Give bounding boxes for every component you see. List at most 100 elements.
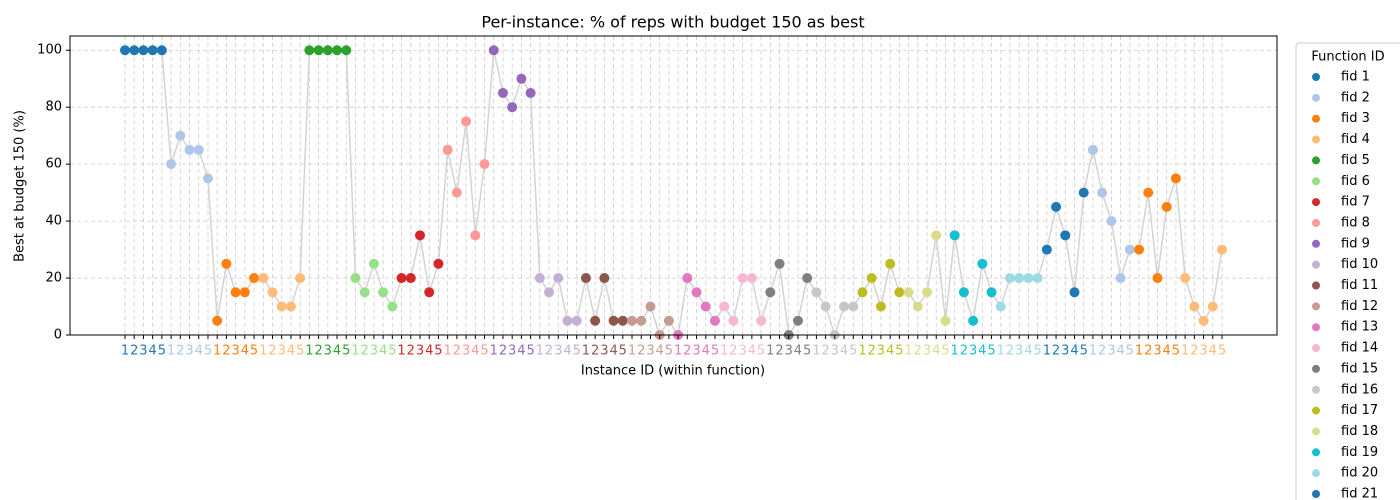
- x-tick-label: 4: [656, 344, 664, 359]
- y-tick-label: 80: [45, 100, 62, 115]
- y-tick-label: 20: [45, 271, 62, 286]
- x-axis-label: Instance ID (within function): [581, 364, 765, 379]
- x-tick-label: 3: [692, 344, 700, 359]
- x-tick-label: 3: [462, 344, 470, 359]
- plot-frame: [69, 35, 1278, 336]
- connector-segment: [456, 121, 467, 193]
- point: [700, 301, 711, 312]
- connector-segment: [493, 50, 504, 94]
- point: [1069, 287, 1080, 298]
- point: [1106, 216, 1117, 227]
- x-tick-label: 2: [1052, 344, 1060, 359]
- point: [507, 102, 518, 113]
- point: [765, 287, 776, 298]
- legend-marker: [1312, 156, 1320, 165]
- x-tick-label: 3: [185, 344, 193, 359]
- point: [1087, 144, 1098, 155]
- x-tick-label: 4: [195, 344, 203, 359]
- connector-segment: [880, 263, 891, 307]
- legend: Function ID fid 1 fid 2 fid 3 fid 4 fid 5 fid…: [1295, 42, 1400, 500]
- connector-segment: [603, 277, 615, 321]
- point: [719, 301, 730, 312]
- legend-label: fid 19: [1341, 445, 1378, 460]
- x-tick-label: 2: [868, 344, 876, 359]
- point: [1051, 201, 1062, 212]
- x-tick-label: 2: [1144, 344, 1152, 359]
- point: [1023, 273, 1034, 284]
- connector-segment: [437, 149, 449, 264]
- legend-marker: [1312, 364, 1320, 373]
- x-tick-label: 5: [526, 344, 534, 359]
- x-tick-label: 2: [683, 344, 691, 359]
- x-tick-label: 4: [794, 344, 802, 359]
- x-tick-label: 3: [923, 344, 931, 359]
- x-tick-label: 2: [130, 344, 138, 359]
- point: [156, 45, 167, 56]
- point: [239, 287, 250, 298]
- point: [636, 315, 647, 326]
- point: [728, 315, 739, 326]
- connector-segment: [1156, 206, 1168, 279]
- point: [1041, 244, 1052, 255]
- point: [645, 301, 656, 312]
- point: [875, 301, 886, 312]
- point: [1180, 273, 1191, 284]
- point: [627, 315, 638, 326]
- x-tick-label: 5: [296, 344, 304, 359]
- connector-segment: [410, 235, 421, 279]
- point: [184, 144, 195, 155]
- x-tick-label: 3: [139, 344, 147, 359]
- x-tick-label: 2: [1098, 344, 1106, 359]
- point: [138, 45, 149, 56]
- x-tick-label: 5: [1126, 344, 1134, 359]
- legend-label: fid 3: [1341, 111, 1370, 126]
- connector-segment: [1212, 249, 1223, 307]
- point: [820, 301, 831, 312]
- connector-segment: [972, 263, 984, 321]
- y-tick-label: 100: [37, 43, 62, 58]
- x-tick-label: 3: [1061, 344, 1069, 359]
- point: [193, 144, 204, 155]
- x-tick-label: 3: [416, 344, 424, 359]
- connector-segment: [575, 277, 587, 321]
- point: [774, 258, 785, 269]
- point: [332, 45, 343, 56]
- point: [497, 87, 508, 98]
- legend-label: fid 15: [1341, 361, 1378, 376]
- point: [931, 230, 942, 241]
- x-tick-label: 1: [351, 344, 359, 359]
- connector-segment: [557, 277, 569, 321]
- point: [792, 315, 803, 326]
- x-tick-label: 3: [508, 344, 516, 359]
- point: [857, 287, 868, 298]
- point: [912, 301, 923, 312]
- point: [212, 315, 223, 326]
- x-tick-label: 1: [951, 344, 959, 359]
- point: [1097, 187, 1108, 198]
- point: [396, 273, 407, 284]
- point: [571, 315, 582, 326]
- x-tick-label: 5: [895, 344, 903, 359]
- connector-segment: [1046, 206, 1057, 250]
- legend-box: [1295, 42, 1400, 500]
- legend-label: fid 8: [1341, 215, 1370, 230]
- point: [341, 45, 352, 56]
- point: [414, 230, 425, 241]
- point: [1170, 173, 1181, 184]
- x-tick-label: 2: [545, 344, 553, 359]
- point: [387, 301, 398, 312]
- point: [304, 45, 315, 56]
- point: [175, 130, 186, 141]
- legend-marker: [1312, 406, 1320, 415]
- connector-segment: [677, 277, 689, 336]
- x-tick-label: 3: [877, 344, 885, 359]
- connector-segment: [797, 277, 808, 321]
- legend-label: fid 1: [1341, 70, 1370, 85]
- x-tick-label: 5: [941, 344, 949, 359]
- points: [120, 45, 1227, 340]
- connector-segment: [216, 263, 228, 321]
- connector-segment: [1175, 178, 1186, 279]
- x-tick-label: 2: [821, 344, 829, 359]
- x-tick-label: 3: [554, 344, 562, 359]
- y-tick-label: 40: [45, 214, 62, 229]
